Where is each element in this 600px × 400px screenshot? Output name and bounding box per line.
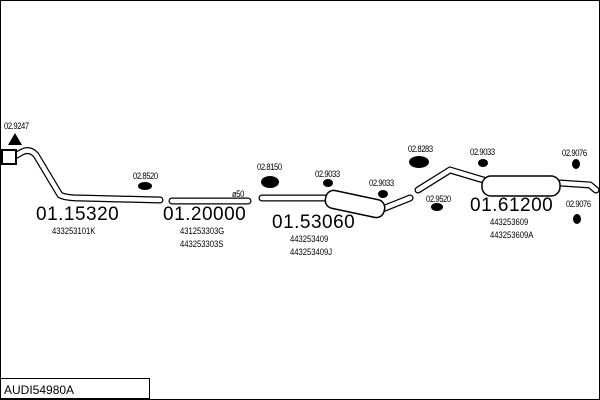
accessory-label: 02.9076 xyxy=(566,199,591,209)
center-silencer xyxy=(324,189,386,219)
rear-silencer xyxy=(481,175,561,197)
accessory-label: 02.9520 xyxy=(426,194,451,204)
part-number: 01.15320 xyxy=(36,204,120,225)
part-ref: 443253303S xyxy=(180,239,224,249)
accessory-label: 02.8283 xyxy=(408,144,433,154)
accessory-label: 02.9247 xyxy=(4,121,29,131)
rubber-ring-icon xyxy=(378,190,388,198)
part-ref: 431253303G xyxy=(180,226,225,236)
part-ref: 443253609 xyxy=(490,217,529,227)
rubber-ring-icon xyxy=(572,159,580,169)
rubber-mount-icon xyxy=(138,182,152,190)
gasket-icon xyxy=(8,133,22,145)
hanger-icon xyxy=(261,176,279,188)
accessory-icons xyxy=(8,133,581,224)
flange xyxy=(1,149,17,165)
accessory-label: 02.9033 xyxy=(470,147,495,157)
rubber-mount-icon xyxy=(431,203,443,211)
accessory-label: 02.9076 xyxy=(562,148,587,158)
part-ref: 443253409 xyxy=(290,234,329,244)
part-ref: 443253609A xyxy=(490,230,534,240)
accessory-label: 02.9033 xyxy=(315,169,340,179)
accessory-label: 02.8150 xyxy=(257,162,282,172)
rubber-ring-icon xyxy=(478,159,488,167)
part-ref: 433253101K xyxy=(52,226,96,236)
model-code: AUDI54980A xyxy=(0,378,150,399)
hanger-icon xyxy=(409,156,429,168)
part-number: 01.53060 xyxy=(272,212,356,233)
rubber-ring-icon xyxy=(323,179,333,187)
part-number: 01.61200 xyxy=(470,195,554,216)
rubber-ring-icon xyxy=(573,214,581,224)
part-ref: 443253409J xyxy=(290,247,333,257)
part-number: 01.20000 xyxy=(163,204,247,225)
diameter-label: ø50 xyxy=(232,189,244,199)
accessory-label: 02.8520 xyxy=(133,171,158,181)
accessory-label: 02.9033 xyxy=(369,178,394,188)
